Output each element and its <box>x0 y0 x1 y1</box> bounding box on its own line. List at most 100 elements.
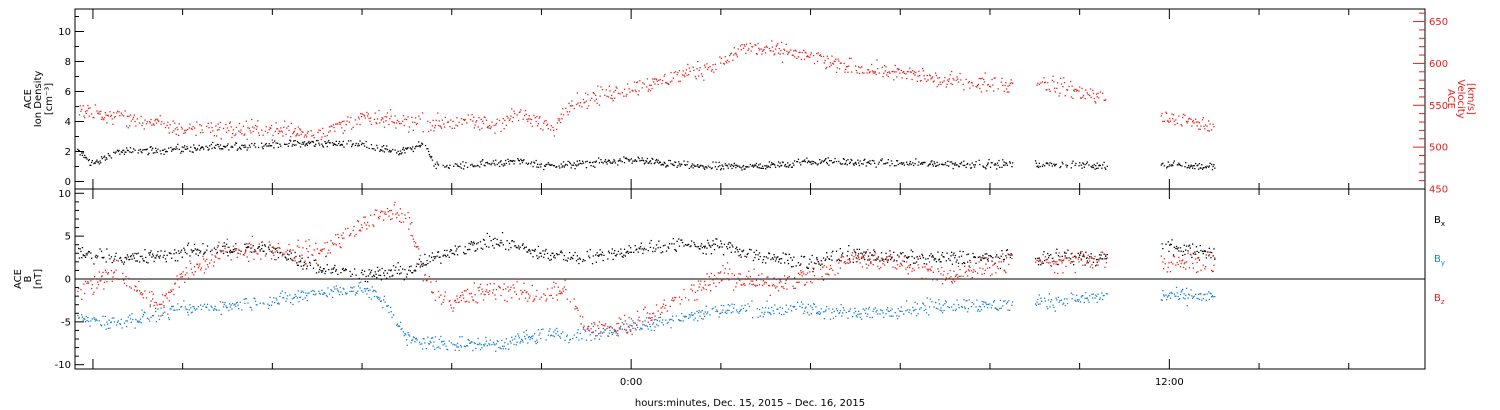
data-point-s3 <box>540 337 542 340</box>
data-point-s4 <box>196 263 199 265</box>
data-point-s0 <box>897 163 899 166</box>
data-point-s3 <box>890 309 892 312</box>
data-point-s2 <box>559 251 562 253</box>
data-point-s4 <box>799 273 801 276</box>
data-point-s1 <box>689 70 691 72</box>
data-point-s4 <box>431 292 434 294</box>
data-point-s0 <box>721 164 723 166</box>
data-point-s2 <box>436 255 438 257</box>
data-point-s1 <box>1184 114 1186 116</box>
data-point-s2 <box>229 249 231 251</box>
data-point-s1 <box>724 56 726 58</box>
data-point-s3 <box>1175 295 1177 297</box>
data-point-s0 <box>132 148 135 150</box>
data-point-s1 <box>466 122 468 124</box>
data-point-s2 <box>321 271 323 273</box>
data-point-s4 <box>426 279 428 282</box>
data-point-s4 <box>97 284 100 286</box>
data-point-s4 <box>308 239 310 241</box>
data-point-s2 <box>1070 253 1072 255</box>
data-point-s1 <box>1009 84 1011 86</box>
data-point-s0 <box>120 151 122 153</box>
data-point-s3 <box>1044 300 1047 302</box>
data-point-s2 <box>1198 259 1201 261</box>
data-point-s3 <box>1060 299 1063 301</box>
data-point-s3 <box>1064 304 1066 307</box>
data-point-s2 <box>526 251 528 253</box>
data-point-s1 <box>277 128 279 130</box>
data-point-s3 <box>1163 294 1165 296</box>
data-point-s4 <box>249 251 251 253</box>
data-point-s0 <box>774 166 777 168</box>
data-point-s0 <box>852 163 854 165</box>
data-point-s4 <box>236 256 238 258</box>
data-point-s1 <box>297 126 299 128</box>
data-point-s1 <box>871 63 873 66</box>
data-point-s2 <box>639 246 642 248</box>
data-point-s3 <box>415 338 417 340</box>
data-point-s2 <box>1058 259 1060 261</box>
data-point-s2 <box>125 256 127 259</box>
data-point-s1 <box>455 124 457 126</box>
data-point-s2 <box>896 254 899 256</box>
data-point-s2 <box>285 257 287 259</box>
data-point-s3 <box>1175 286 1178 289</box>
data-point-s3 <box>792 305 794 308</box>
data-point-s2 <box>912 262 915 264</box>
data-point-s2 <box>598 255 600 257</box>
data-point-s2 <box>584 260 586 262</box>
data-point-s3 <box>139 321 141 323</box>
data-point-s4 <box>817 278 819 281</box>
data-point-s2 <box>217 245 219 247</box>
data-point-s4 <box>788 276 790 278</box>
data-point-s4 <box>448 300 450 303</box>
data-point-s2 <box>954 254 957 257</box>
data-point-s0 <box>652 158 654 160</box>
data-point-s2 <box>787 259 789 261</box>
data-point-s3 <box>722 309 724 311</box>
data-point-s3 <box>495 343 498 345</box>
data-point-s1 <box>894 64 896 67</box>
data-point-s0 <box>884 163 886 165</box>
data-point-s1 <box>100 118 103 120</box>
data-point-s1 <box>945 86 947 88</box>
data-point-s4 <box>483 293 485 296</box>
data-point-s1 <box>193 127 196 129</box>
data-point-s1 <box>498 119 501 122</box>
data-point-s0 <box>672 164 674 166</box>
data-point-s1 <box>927 79 929 81</box>
data-point-s3 <box>915 308 917 311</box>
data-point-s3 <box>84 321 87 323</box>
data-point-s4 <box>774 285 776 287</box>
data-point-s1 <box>1058 95 1060 97</box>
data-point-s3 <box>783 313 785 316</box>
data-point-s0 <box>340 144 342 146</box>
data-point-s1 <box>938 84 940 86</box>
data-point-s0 <box>264 144 267 146</box>
data-point-s3 <box>953 303 955 305</box>
data-point-s2 <box>470 241 472 243</box>
data-point-s0 <box>498 162 500 164</box>
data-point-s3 <box>1102 295 1104 297</box>
data-point-s2 <box>429 261 431 263</box>
data-point-s2 <box>961 263 963 265</box>
data-point-s3 <box>148 320 151 322</box>
data-point-s1 <box>764 46 766 48</box>
data-point-s4 <box>229 252 231 254</box>
data-point-s4 <box>136 290 138 292</box>
data-point-s2 <box>1084 264 1086 266</box>
data-point-s0 <box>870 163 872 165</box>
data-point-s3 <box>325 294 328 297</box>
data-point-s3 <box>343 288 345 290</box>
data-point-s0 <box>275 142 277 144</box>
data-point-s0 <box>85 156 87 159</box>
data-point-s4 <box>292 249 294 251</box>
data-point-s1 <box>888 71 890 73</box>
data-point-s0 <box>100 162 102 164</box>
data-point-s1 <box>826 66 828 69</box>
data-point-s2 <box>928 255 931 257</box>
data-point-s2 <box>1087 262 1089 264</box>
data-point-s2 <box>678 245 681 247</box>
data-point-s2 <box>102 257 104 259</box>
data-point-s4 <box>464 301 466 303</box>
